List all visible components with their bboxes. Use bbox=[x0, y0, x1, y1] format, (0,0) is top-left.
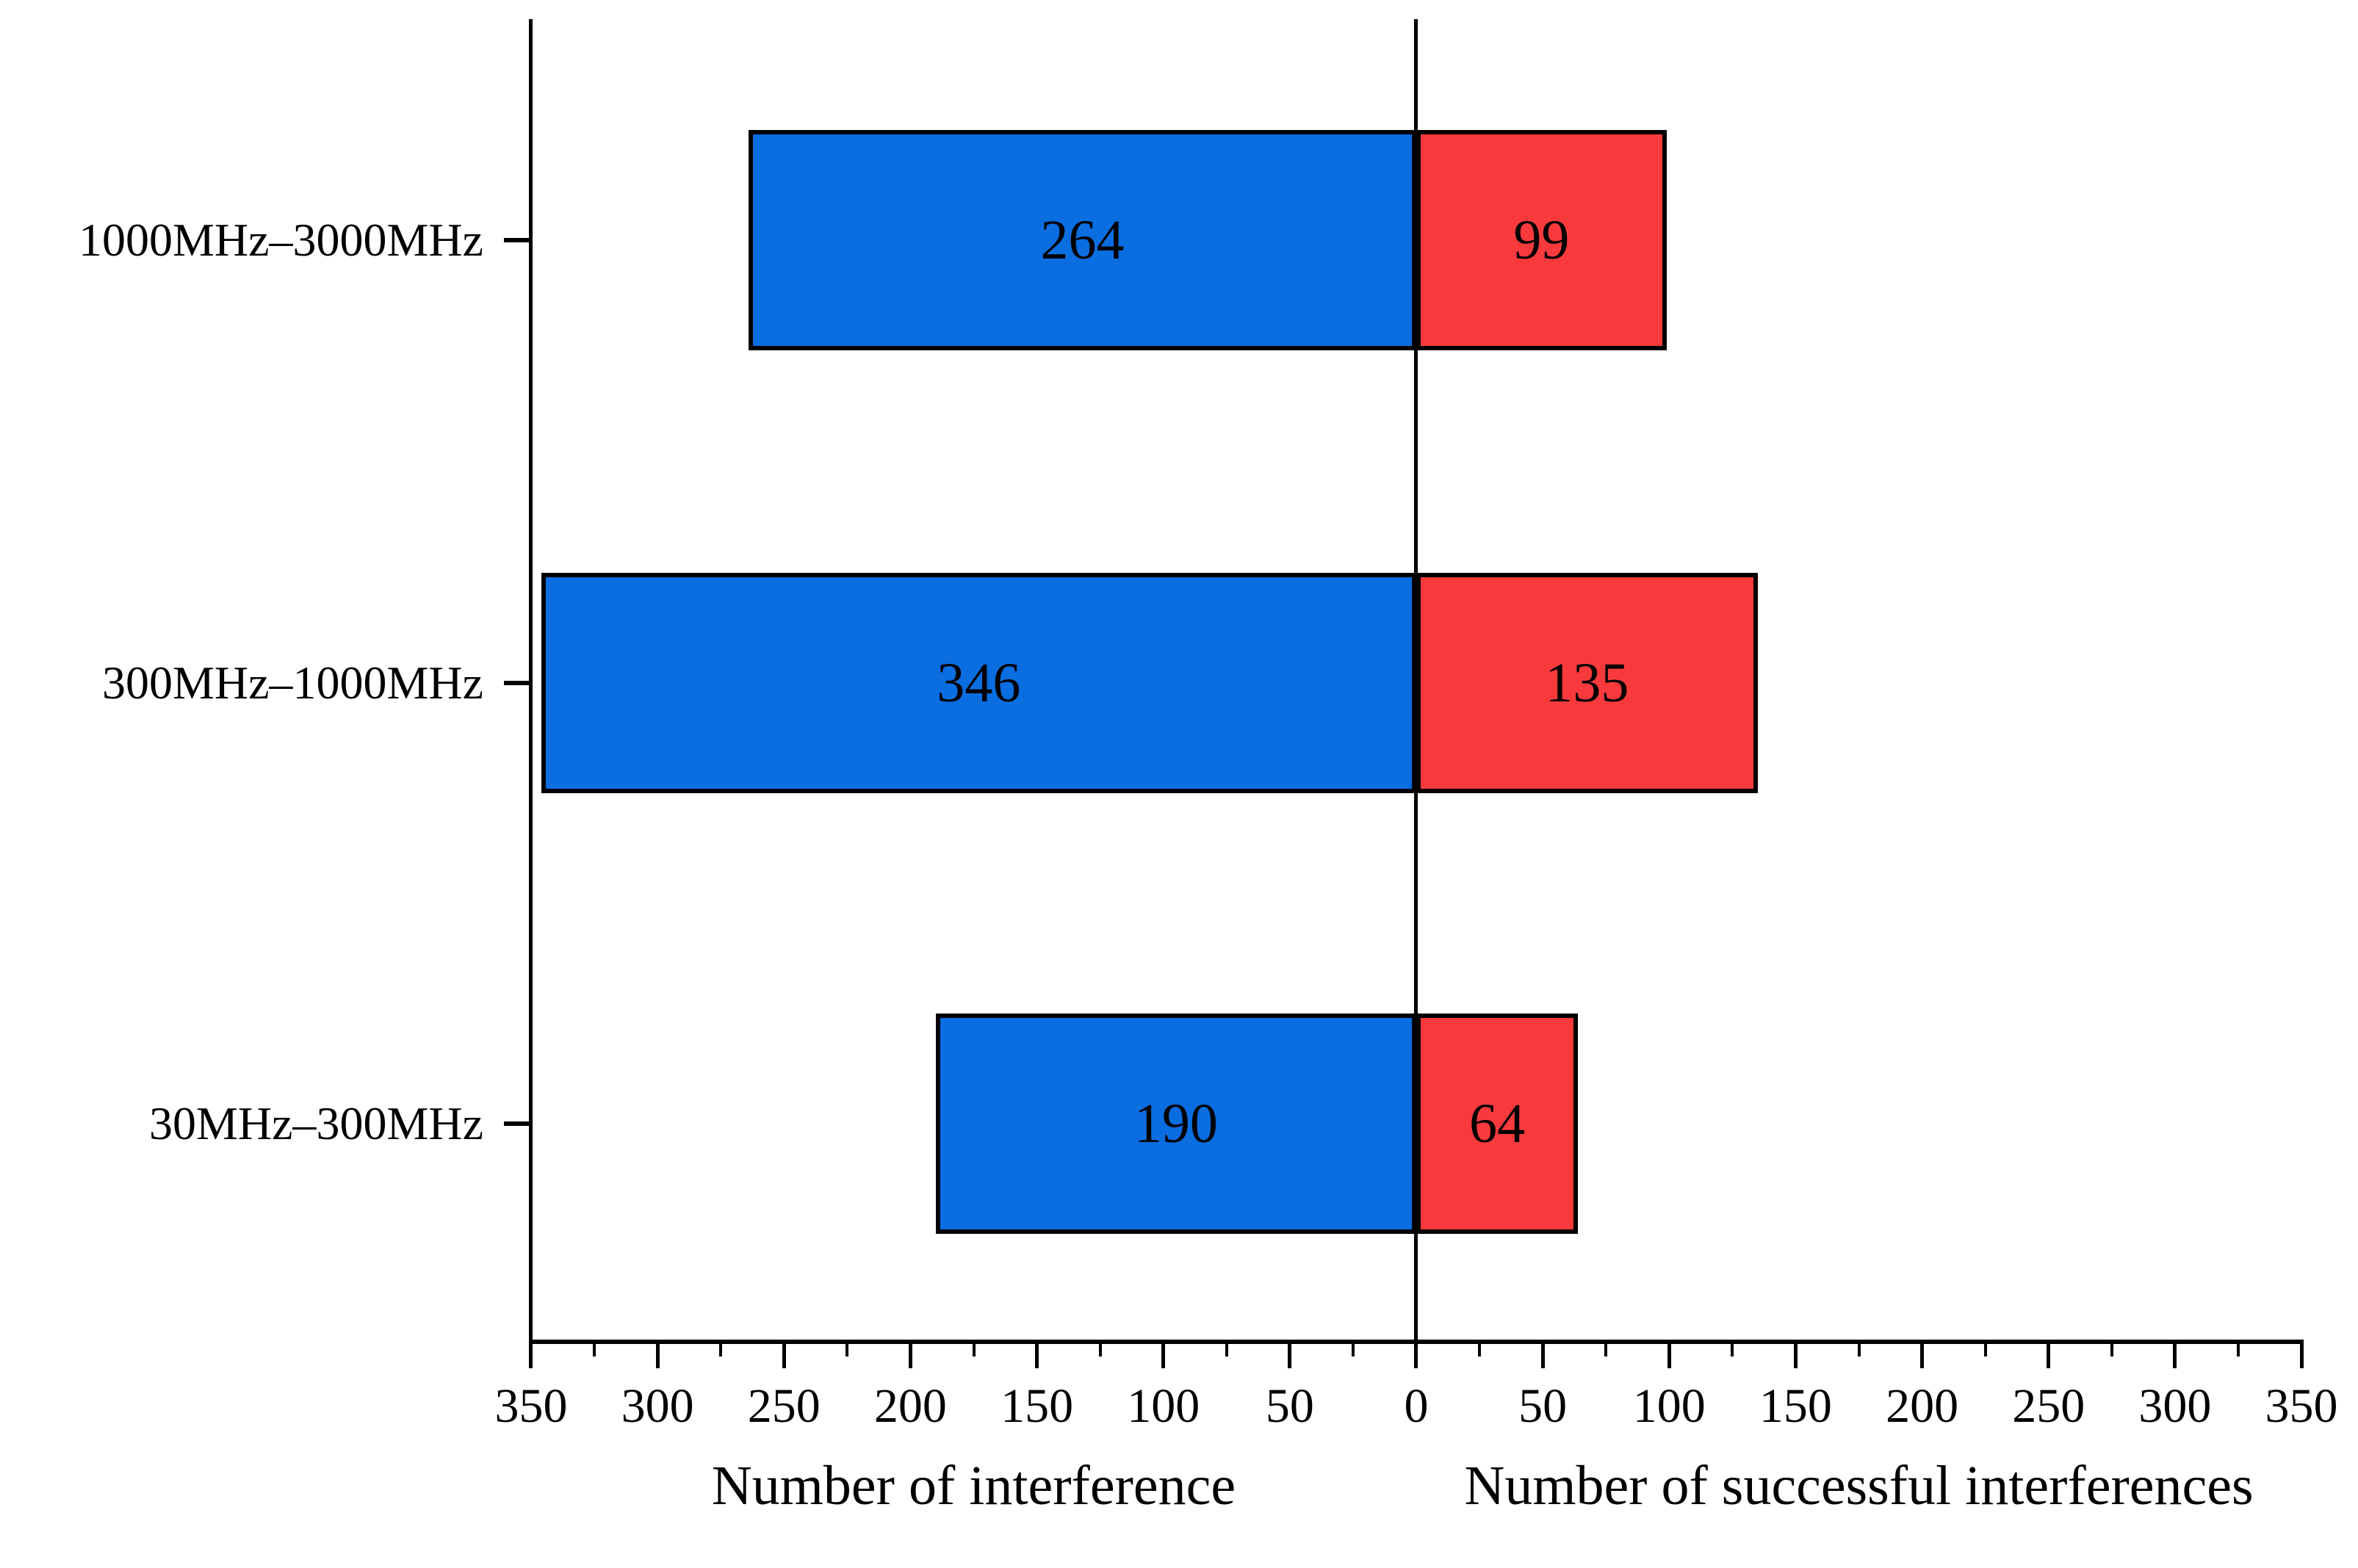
bar-interference: 264 bbox=[749, 130, 1416, 350]
category-tick bbox=[504, 1121, 531, 1126]
x-minor-tick bbox=[1983, 1342, 1987, 1356]
bar-successful: 64 bbox=[1416, 1014, 1579, 1234]
x-minor-tick bbox=[1604, 1342, 1608, 1356]
x-minor-tick bbox=[1731, 1342, 1734, 1356]
category-label: 30MHz–300MHz bbox=[148, 1097, 483, 1149]
zero-axis-line bbox=[1414, 19, 1418, 1368]
x-major-tick bbox=[1288, 1342, 1292, 1368]
x-tick-label: 50 bbox=[1265, 1379, 1314, 1433]
category-tick bbox=[504, 238, 531, 242]
x-minor-tick bbox=[846, 1342, 849, 1356]
x-major-tick bbox=[1540, 1342, 1545, 1368]
bar-successful: 135 bbox=[1416, 573, 1758, 793]
x-minor-tick bbox=[972, 1342, 976, 1356]
x-tick-label: 250 bbox=[747, 1379, 821, 1433]
bar-value-label: 264 bbox=[1040, 209, 1125, 271]
x-major-tick bbox=[1667, 1342, 1671, 1368]
category-label: 300MHz–1000MHz bbox=[101, 657, 483, 709]
bar-value-label: 64 bbox=[1469, 1093, 1526, 1155]
bar-value-label: 346 bbox=[937, 652, 1021, 714]
x-major-tick bbox=[2299, 1342, 2304, 1368]
x-major-tick bbox=[2173, 1342, 2177, 1368]
x-tick-label: 200 bbox=[1886, 1379, 1959, 1433]
bar-interference: 190 bbox=[935, 1014, 1416, 1234]
x-tick-label: 300 bbox=[621, 1379, 694, 1433]
x-major-tick bbox=[1035, 1342, 1039, 1368]
x-minor-tick bbox=[719, 1342, 723, 1356]
x-tick-label: 0 bbox=[1404, 1379, 1429, 1433]
x-minor-tick bbox=[1478, 1342, 1482, 1356]
x-major-tick bbox=[1920, 1342, 1925, 1368]
x-minor-tick bbox=[2110, 1342, 2113, 1356]
x-minor-tick bbox=[1098, 1342, 1102, 1356]
bar-interference: 346 bbox=[541, 573, 1416, 793]
bar-value-label: 135 bbox=[1545, 652, 1629, 714]
category-label: 1000MHz–3000MHz bbox=[78, 214, 483, 266]
x-major-tick bbox=[782, 1342, 786, 1368]
x-tick-label: 250 bbox=[2012, 1379, 2085, 1433]
bar-value-label: 190 bbox=[1133, 1093, 1218, 1155]
bar-value-label: 99 bbox=[1513, 209, 1570, 271]
x-axis-title-left: Number of interference bbox=[711, 1455, 1236, 1517]
x-axis-title-right: Number of successful interferences bbox=[1464, 1455, 2254, 1517]
x-minor-tick bbox=[2236, 1342, 2240, 1356]
left-spine bbox=[529, 19, 533, 1368]
x-tick-label: 350 bbox=[2265, 1379, 2338, 1433]
x-tick-label: 50 bbox=[1518, 1379, 1568, 1433]
x-tick-label: 100 bbox=[1632, 1379, 1706, 1433]
x-tick-label: 300 bbox=[2138, 1379, 2212, 1433]
x-major-tick bbox=[2047, 1342, 2051, 1368]
x-tick-label: 150 bbox=[1759, 1379, 1832, 1433]
bar-successful: 99 bbox=[1416, 130, 1667, 350]
x-tick-label: 200 bbox=[873, 1379, 947, 1433]
x-minor-tick bbox=[593, 1342, 596, 1356]
x-minor-tick bbox=[1225, 1342, 1228, 1356]
x-minor-tick bbox=[1857, 1342, 1861, 1356]
x-major-tick bbox=[1793, 1342, 1798, 1368]
x-tick-label: 150 bbox=[1000, 1379, 1074, 1433]
x-minor-tick bbox=[1351, 1342, 1355, 1356]
category-tick bbox=[504, 681, 531, 685]
x-tick-label: 350 bbox=[494, 1379, 568, 1433]
x-major-tick bbox=[908, 1342, 912, 1368]
x-tick-label: 100 bbox=[1127, 1379, 1200, 1433]
x-major-tick bbox=[1161, 1342, 1166, 1368]
x-major-tick bbox=[655, 1342, 660, 1368]
